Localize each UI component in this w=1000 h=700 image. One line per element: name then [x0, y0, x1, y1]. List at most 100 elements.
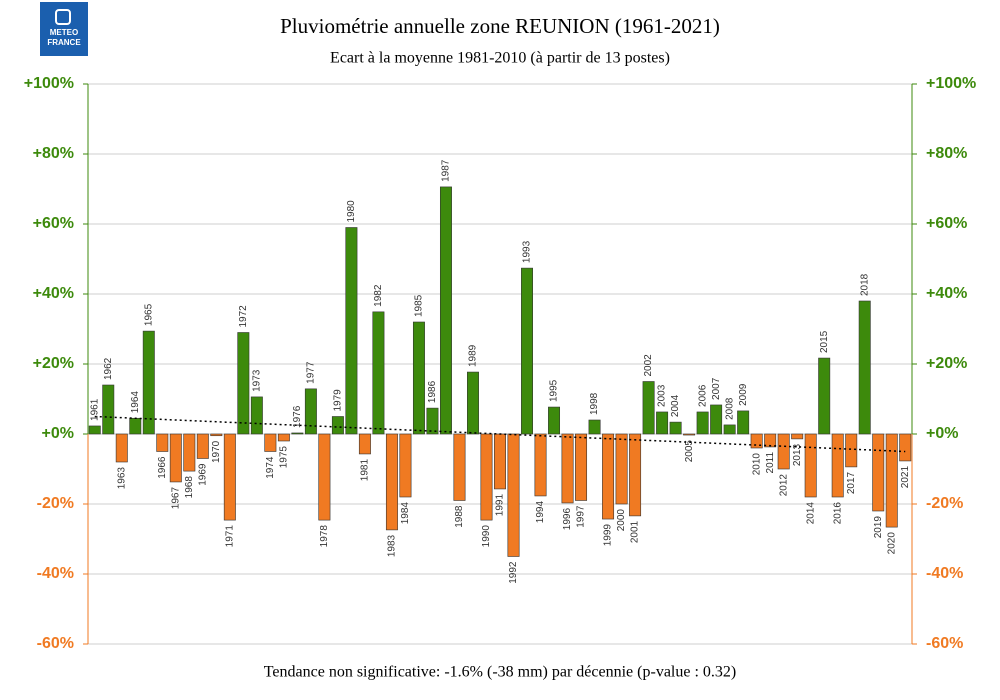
year-label: 1988	[454, 505, 465, 528]
year-label: 1969	[197, 463, 208, 486]
bar	[683, 433, 696, 436]
year-label: 2021	[900, 466, 911, 489]
bar	[129, 417, 142, 435]
y-tick-label: +20%	[33, 355, 74, 372]
bar	[372, 311, 385, 435]
logo-text: FRANCE	[47, 38, 81, 47]
year-label: 1993	[522, 240, 533, 263]
year-label: 1972	[238, 305, 249, 328]
logo-text: METEO	[50, 28, 78, 37]
y2-tick-label: -40%	[926, 565, 963, 582]
bar	[656, 411, 669, 435]
bar	[791, 433, 804, 440]
footnote: Tendance non significative: -1.6% (-38 m…	[264, 664, 736, 681]
year-label: 2010	[751, 453, 762, 476]
year-label: 1983	[387, 534, 398, 557]
year-label: 1966	[157, 456, 168, 479]
year-label: 1985	[414, 294, 425, 317]
year-label: 2008	[724, 397, 735, 420]
bar	[318, 433, 331, 521]
y-tick-label: +80%	[33, 145, 74, 162]
bar	[561, 433, 574, 504]
bar	[899, 433, 912, 462]
y-tick-label: -60%	[37, 635, 74, 652]
year-label: 1995	[549, 379, 560, 402]
year-label: 1990	[481, 525, 492, 548]
chart-subtitle: Ecart à la moyenne 1981-2010 (à partir d…	[330, 50, 670, 67]
bar	[385, 433, 398, 531]
year-label: 1971	[224, 525, 235, 548]
year-label: 2009	[738, 383, 749, 406]
bar	[696, 411, 709, 435]
bar	[291, 432, 304, 435]
year-label: 1975	[279, 446, 290, 469]
trend-line	[94, 415, 906, 453]
y2-tick-label: +0%	[926, 425, 958, 442]
bar	[210, 433, 223, 437]
bar	[750, 433, 763, 449]
year-label: 1977	[306, 361, 317, 384]
y-tick-label: +0%	[42, 425, 74, 442]
logo-icon	[55, 9, 71, 25]
year-label: 1964	[130, 391, 141, 414]
y2-tick-label: +20%	[926, 355, 967, 372]
year-label: 1996	[562, 508, 573, 531]
bar	[439, 186, 452, 435]
y2-tick-label: -60%	[926, 635, 963, 652]
year-label: 2007	[711, 377, 722, 400]
year-label: 1961	[89, 398, 100, 421]
bar	[642, 381, 655, 435]
bar	[304, 388, 317, 435]
year-label: 1962	[103, 357, 114, 380]
year-label: 2014	[805, 502, 816, 525]
bar	[723, 424, 736, 435]
bar	[831, 433, 844, 498]
bar	[156, 433, 169, 452]
year-label: 2017	[846, 471, 857, 494]
year-label: 2019	[873, 516, 884, 539]
bar	[264, 433, 277, 452]
year-label: 2012	[778, 474, 789, 497]
bar	[277, 433, 290, 442]
year-label: 1973	[251, 369, 262, 392]
bar	[615, 433, 628, 505]
y2-tick-label: +40%	[926, 285, 967, 302]
bar	[507, 433, 520, 557]
bar	[764, 433, 777, 448]
y-tick-label: -40%	[37, 565, 74, 582]
bar	[467, 371, 479, 435]
bar	[115, 433, 128, 463]
bar	[426, 407, 439, 435]
bar	[872, 433, 885, 512]
year-label: 1963	[116, 467, 127, 490]
year-label: 1968	[184, 476, 195, 499]
bar	[858, 300, 871, 435]
year-label: 1982	[373, 284, 384, 307]
bar	[102, 384, 115, 435]
year-label: 1974	[265, 456, 276, 479]
bar	[575, 433, 588, 501]
year-label: 1965	[143, 303, 154, 326]
bar	[602, 433, 615, 520]
year-label: 1999	[603, 524, 614, 547]
year-label: 1981	[360, 459, 371, 482]
year-label: 1987	[441, 159, 452, 182]
year-label: 2005	[684, 440, 695, 463]
year-label: 2003	[657, 384, 668, 407]
year-label: 1989	[468, 344, 479, 367]
bar	[399, 433, 412, 498]
y-tick-label: +60%	[33, 215, 74, 232]
year-label: 2000	[616, 509, 627, 532]
year-label: 1976	[292, 405, 303, 428]
bar	[777, 433, 790, 470]
bar	[412, 321, 425, 435]
bar	[250, 396, 263, 435]
bar	[588, 419, 601, 435]
bar	[358, 433, 371, 455]
bar	[669, 421, 682, 435]
year-label: 2004	[670, 394, 681, 417]
bar	[845, 433, 858, 468]
year-label: 1997	[576, 505, 587, 528]
bar	[521, 267, 533, 435]
year-label: 2020	[886, 532, 897, 555]
